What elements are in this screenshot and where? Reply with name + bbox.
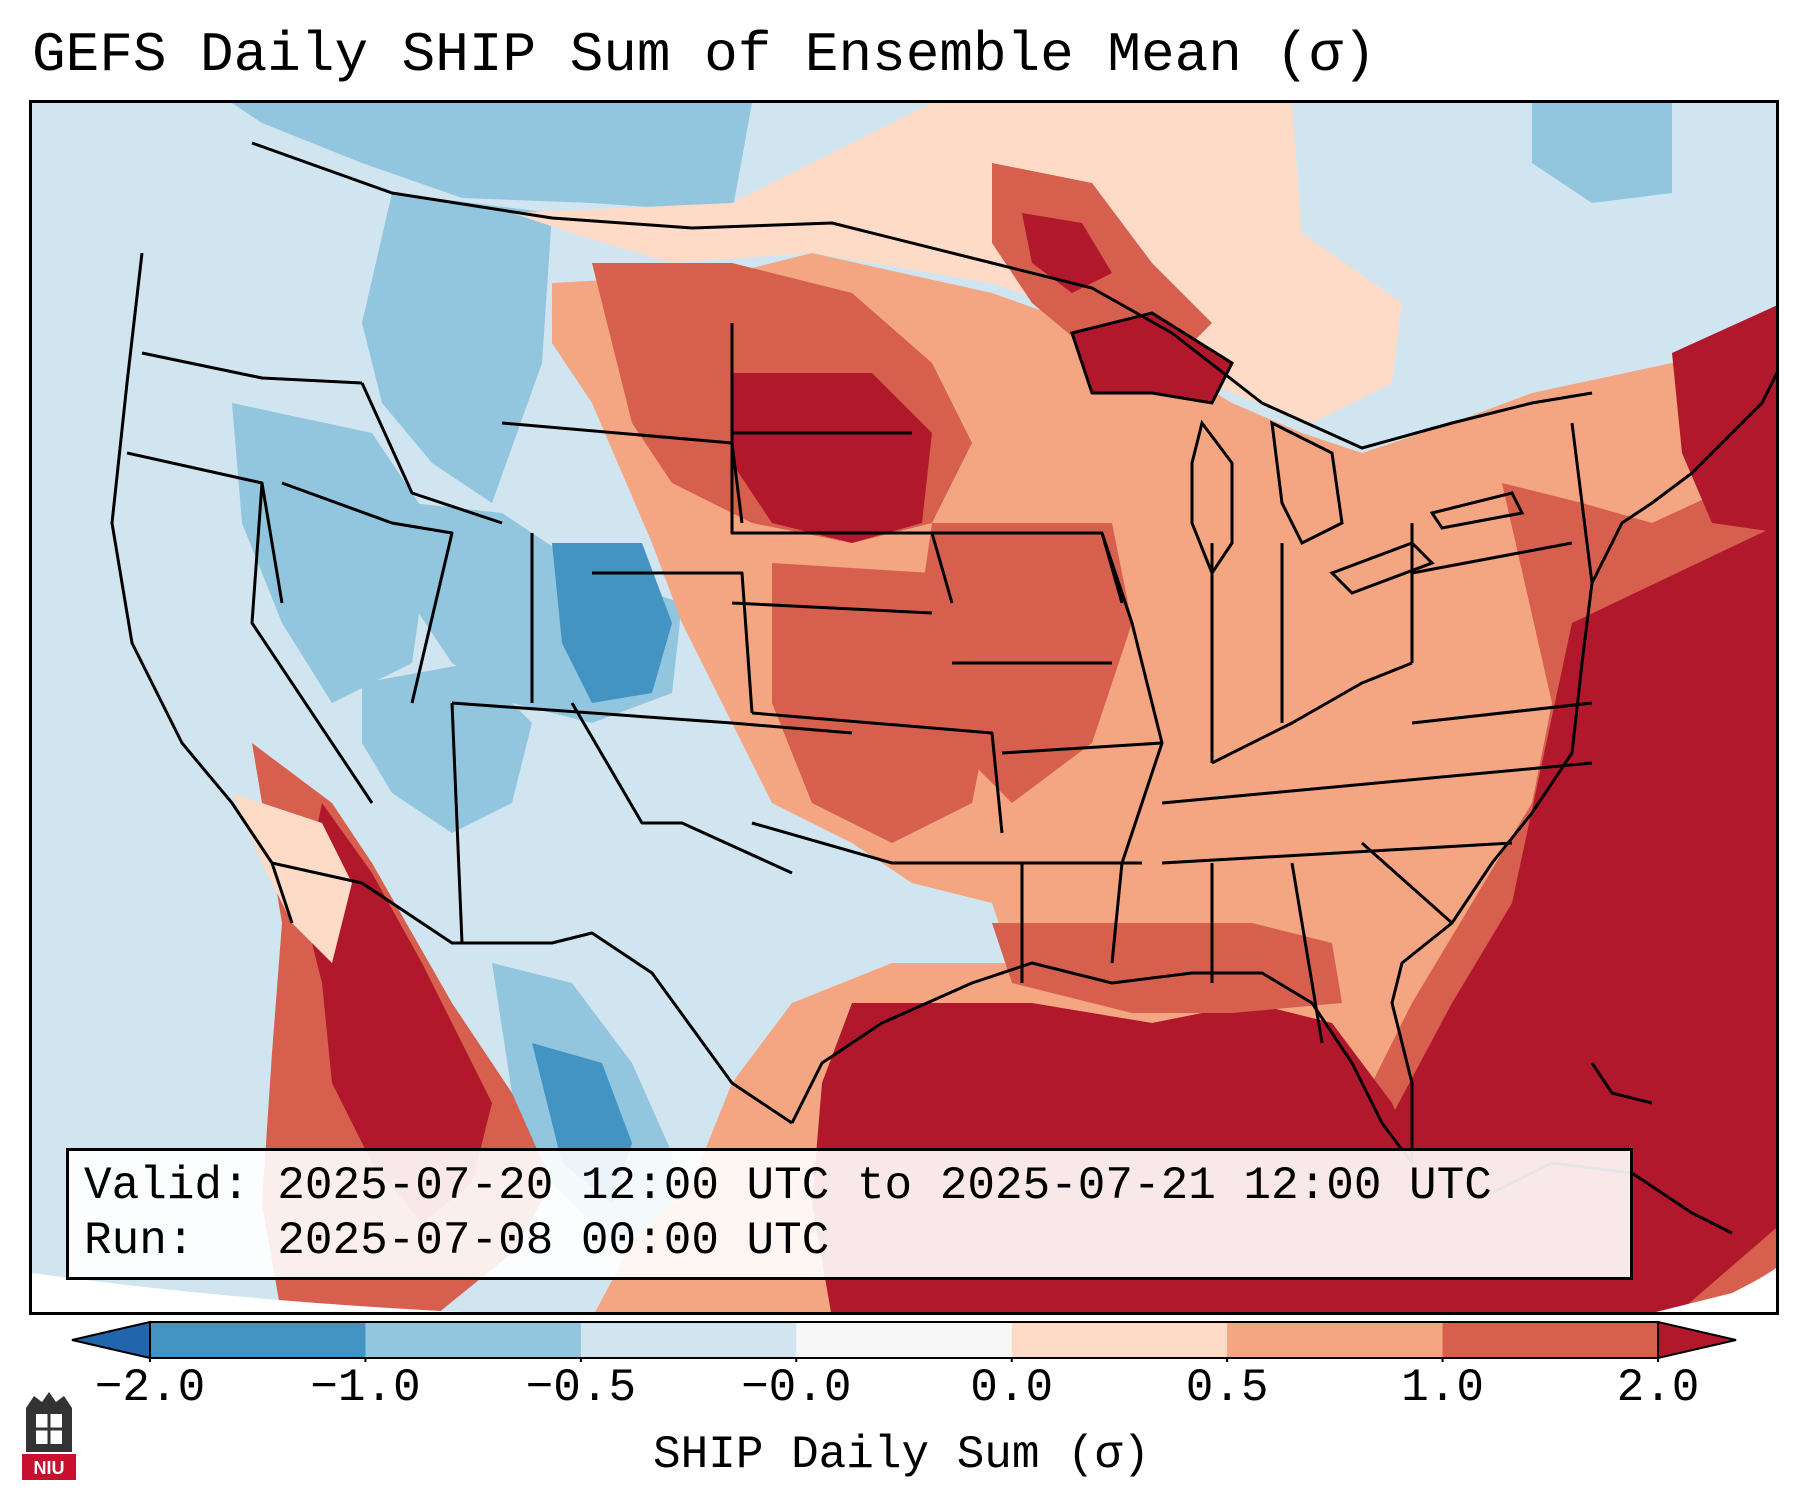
mo-ar — [1001, 741, 1163, 755]
west-coast — [110, 252, 294, 924]
run-label: Run: — [84, 1215, 195, 1267]
superior-dark — [1072, 313, 1232, 403]
ks-ok — [751, 711, 1004, 834]
wa-or — [141, 351, 363, 385]
florida-east — [1390, 501, 1653, 1163]
lake-superior — [1070, 311, 1234, 405]
colorbar-tick-label: 2.0 — [1616, 1362, 1700, 1414]
colorbar-bin — [1442, 1322, 1659, 1358]
ny-ne — [1570, 422, 1594, 584]
colorbar-bin — [150, 1322, 366, 1358]
az-nm — [450, 702, 464, 944]
colorbar-frame — [149, 1321, 1659, 1359]
dakotas — [730, 323, 954, 604]
mexico-dark — [302, 803, 492, 1223]
niu-logo: NIU — [22, 1392, 76, 1480]
colorbar-tick-label: 0.0 — [970, 1362, 1054, 1414]
idaho-blue — [362, 193, 552, 503]
new-england-dark — [1672, 305, 1776, 533]
projection-edge-right — [1656, 1267, 1776, 1312]
colorbar-extend-low — [71, 1320, 151, 1360]
colorbar-bin — [365, 1322, 582, 1358]
ne-ks — [731, 601, 933, 615]
valid-time-box: Valid: 2025-07-20 12:00 UTC to 2025-07-2… — [66, 1148, 1633, 1280]
nm-tx — [570, 702, 793, 875]
ok-tx — [751, 821, 982, 865]
projection-edge — [32, 1273, 463, 1312]
bahamas-outline — [1590, 1062, 1653, 1105]
logo-banner — [22, 1454, 76, 1480]
colorbar-tick-label: −1.0 — [310, 1362, 421, 1414]
valid-value: 2025-07-20 12:00 UTC to 2025-07-21 12:00… — [277, 1160, 1492, 1212]
dakotas-dark — [732, 373, 932, 543]
colorbar — [71, 1320, 1737, 1362]
colorbar-tick-label: −2.0 — [94, 1362, 206, 1414]
nc-va — [1411, 701, 1593, 725]
ohio-river — [1211, 661, 1413, 765]
tn-south — [1161, 841, 1513, 865]
atlantic-dark — [1333, 525, 1776, 1312]
gulf-coast-red — [992, 923, 1342, 1013]
northeast-blue-patch — [1532, 103, 1672, 203]
chart-title: GEFS Daily SHIP Sum of Ensemble Mean (σ) — [32, 23, 1377, 87]
lake-erie — [1329, 541, 1435, 595]
boundary-lines — [110, 141, 1776, 1164]
valid-label: Valid: — [84, 1160, 250, 1212]
colorbar-tick-label: −0.5 — [525, 1362, 637, 1414]
tn-north — [1161, 761, 1593, 805]
nv-ut — [281, 481, 454, 704]
miss-river — [1100, 532, 1164, 964]
colorbar-bin — [1011, 1322, 1228, 1358]
colorbar-label: SHIP Daily Sum (σ) — [653, 1429, 1150, 1481]
lake-ontario — [1429, 491, 1525, 530]
canada-border — [251, 141, 1593, 450]
co-ks — [592, 571, 754, 714]
logo-text: NIU — [34, 1458, 65, 1478]
ca-nv — [250, 482, 374, 804]
colorbar-tick-label: −0.0 — [741, 1362, 852, 1414]
lake-michigan — [1190, 419, 1234, 577]
colorado-core — [552, 543, 672, 703]
map-panel — [29, 100, 1779, 1315]
lake-huron — [1270, 420, 1344, 546]
great-lakes — [1070, 311, 1525, 595]
colorbar-bin — [796, 1322, 1013, 1358]
colorbar-extend-high — [1657, 1320, 1737, 1360]
mexico-border — [271, 861, 793, 1125]
ontario-dark — [1022, 213, 1112, 293]
colorbar-bin — [580, 1322, 797, 1358]
nevada-blue — [232, 403, 432, 703]
run-value: 2025-07-08 00:00 UTC — [277, 1215, 830, 1267]
id-mt — [360, 382, 503, 525]
new-england-coast — [1651, 371, 1776, 505]
bc-blue-band — [232, 103, 752, 213]
ga-sc — [1361, 841, 1453, 925]
colorbar-tick-label: 0.5 — [1185, 1362, 1269, 1414]
al-ga — [1290, 862, 1324, 1044]
colorbar-tick-label: 1.0 — [1401, 1362, 1484, 1414]
kansas-red — [772, 563, 992, 843]
pa-ny — [1411, 541, 1573, 575]
gulf-coast — [790, 961, 1414, 1164]
co-south — [451, 701, 853, 735]
mexico-light — [232, 793, 352, 963]
anomaly-map — [32, 103, 1776, 1312]
colorbar-bin — [1227, 1322, 1444, 1358]
